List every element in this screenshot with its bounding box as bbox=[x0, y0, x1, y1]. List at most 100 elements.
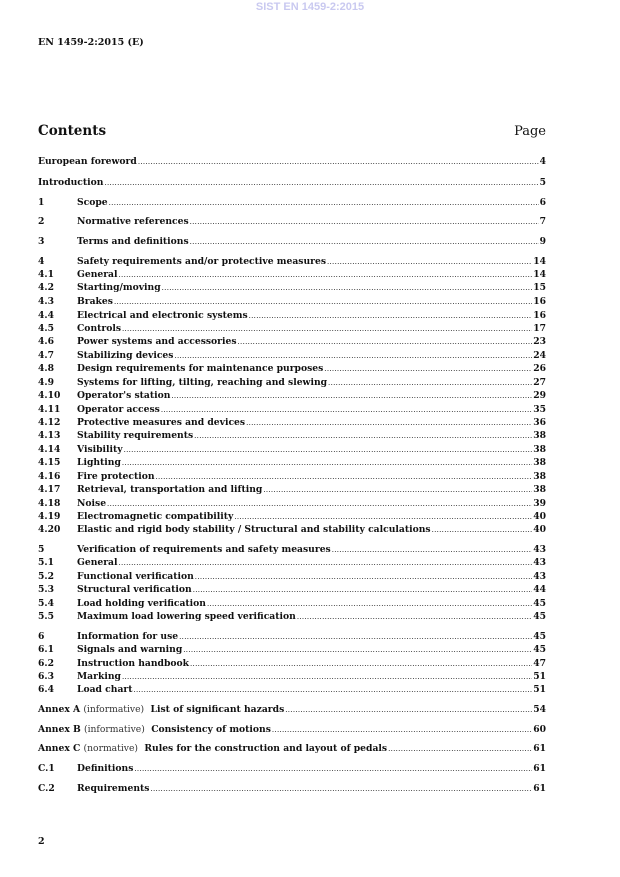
toc-entry[interactable]: 4.8 Design requirements for maintenance p… bbox=[38, 363, 546, 375]
dot-leader bbox=[156, 471, 533, 483]
section-title: Maximum load lowering speed verification bbox=[77, 611, 296, 622]
toc-entry[interactable]: 4.12 Protective measures and devices 36 bbox=[38, 417, 546, 429]
page-ref: 43 bbox=[533, 571, 546, 582]
toc-entry[interactable]: 4.6 Power systems and accessories 23 bbox=[38, 336, 546, 348]
toc-entry[interactable]: 5.5 Maximum load lowering speed verificat… bbox=[38, 611, 546, 623]
section-title: Instruction handbook bbox=[77, 658, 190, 669]
dot-leader bbox=[122, 457, 532, 469]
toc-entry[interactable]: 5.2 Functional verification 43 bbox=[38, 571, 546, 583]
section-number: 6 bbox=[38, 631, 45, 642]
toc-entry[interactable]: 4.3 Brakes 16 bbox=[38, 296, 546, 308]
toc-entry[interactable]: C.1 Definitions 61 bbox=[38, 763, 546, 775]
section-number: 2 bbox=[38, 216, 45, 227]
dot-leader bbox=[263, 484, 532, 496]
page-ref: 9 bbox=[539, 236, 546, 247]
dot-leader bbox=[324, 363, 532, 375]
section-title: List of significant hazards bbox=[150, 704, 285, 715]
toc-entry[interactable]: 4.10 Operator's station 29 bbox=[38, 390, 546, 402]
section-title: Brakes bbox=[77, 296, 113, 307]
page-ref: 14 bbox=[533, 269, 546, 280]
section-number: 4.19 bbox=[38, 511, 61, 522]
dot-leader bbox=[190, 216, 539, 228]
toc-entry[interactable]: 5.1 General 43 bbox=[38, 557, 546, 569]
toc-entry[interactable]: 4.7 Stabilizing devices 24 bbox=[38, 350, 546, 362]
toc-entry[interactable]: 5 Verification of requirements and safety… bbox=[38, 544, 546, 556]
toc-entry[interactable]: 2 Normative references 7 bbox=[38, 216, 546, 228]
toc-entry[interactable]: 4 Safety requirements and/or protective m… bbox=[38, 256, 546, 268]
toc-entry[interactable]: 6 Information for use 45 bbox=[38, 631, 546, 643]
toc-entry[interactable]: 3 Terms and definitions 9 bbox=[38, 236, 546, 248]
dot-leader bbox=[179, 631, 532, 643]
toc-entry[interactable]: 4.5 Controls 17 bbox=[38, 323, 546, 335]
section-number: 6.4 bbox=[38, 684, 54, 695]
toc-entry[interactable]: 6.2 Instruction handbook 47 bbox=[38, 658, 546, 670]
section-title: Definitions bbox=[77, 763, 134, 774]
toc-entry[interactable]: Annex A (informative) List of significan… bbox=[38, 704, 546, 716]
toc-entry[interactable]: 4.18 Noise 39 bbox=[38, 498, 546, 510]
toc-entry[interactable]: 4.11 Operator access 35 bbox=[38, 404, 546, 416]
toc-entry[interactable]: 6.3 Marking 51 bbox=[38, 671, 546, 683]
page-ref: 17 bbox=[533, 323, 546, 334]
toc-entry[interactable]: European foreword 4 bbox=[38, 156, 546, 168]
toc-entry[interactable]: 4.20 Elastic and rigid body stability / S… bbox=[38, 524, 546, 536]
section-title: Power systems and accessories bbox=[77, 336, 237, 347]
section-number: 6.3 bbox=[38, 671, 54, 682]
toc-entry[interactable]: 4.13 Stability requirements 38 bbox=[38, 430, 546, 442]
section-title: Design requirements for maintenance purp… bbox=[77, 363, 324, 374]
toc-entry[interactable]: Annex B (informative) Consistency of mot… bbox=[38, 724, 546, 736]
page-ref: 61 bbox=[533, 763, 546, 774]
toc-entry[interactable]: 5.3 Structural verification 44 bbox=[38, 584, 546, 596]
toc-entry[interactable]: 4.17 Retrieval, transportation and liftin… bbox=[38, 484, 546, 496]
toc-entry[interactable]: C.2 Requirements 61 bbox=[38, 783, 546, 795]
toc-entry[interactable]: 1 Scope 6 bbox=[38, 197, 546, 209]
section-title: Rules for the construction and layout of… bbox=[144, 743, 388, 754]
dot-leader bbox=[109, 197, 539, 209]
section-title: European foreword bbox=[38, 156, 137, 167]
dot-leader bbox=[207, 598, 532, 610]
section-title: Retrieval, transportation and lifting bbox=[77, 484, 263, 495]
section-number: 4.2 bbox=[38, 282, 54, 293]
section-title: Starting/moving bbox=[77, 282, 161, 293]
section-title: Operator's station bbox=[77, 390, 171, 401]
page-column-label: Page bbox=[514, 124, 546, 139]
page-ref: 38 bbox=[533, 471, 546, 482]
section-number: C.2 bbox=[38, 783, 55, 794]
annex-type: (informative) bbox=[83, 704, 145, 715]
section-number: 4.13 bbox=[38, 430, 61, 441]
toc-entry[interactable]: 4.19 Electromagnetic compatibility 40 bbox=[38, 511, 546, 523]
section-number: 5.1 bbox=[38, 557, 54, 568]
toc-entry[interactable]: 4.15 Lighting 38 bbox=[38, 457, 546, 469]
page-ref: 40 bbox=[533, 511, 546, 522]
dot-leader bbox=[388, 743, 532, 755]
dot-leader bbox=[249, 310, 533, 322]
page-ref: 35 bbox=[533, 404, 546, 415]
toc-entry[interactable]: 4.2 Starting/moving 15 bbox=[38, 282, 546, 294]
dot-leader bbox=[327, 256, 532, 268]
section-title: Normative references bbox=[77, 216, 189, 227]
toc-entry[interactable]: 6.4 Load chart 51 bbox=[38, 684, 546, 696]
toc-entry[interactable]: 5.4 Load holding verification 45 bbox=[38, 598, 546, 610]
section-title: Fire protection bbox=[77, 471, 155, 482]
toc-entry[interactable]: 4.16 Fire protection 38 bbox=[38, 471, 546, 483]
dot-leader bbox=[246, 417, 532, 429]
toc-entry[interactable]: 4.4 Electrical and electronic systems 16 bbox=[38, 310, 546, 322]
dot-leader bbox=[150, 783, 532, 795]
section-number: 4.11 bbox=[38, 404, 61, 415]
toc-entry[interactable]: Annex C (normative) Rules for the constr… bbox=[38, 743, 546, 755]
section-title: Consistency of motions bbox=[151, 724, 271, 735]
dot-leader bbox=[124, 444, 533, 456]
toc-entry[interactable]: 6.1 Signals and warning 45 bbox=[38, 644, 546, 656]
document-id: EN 1459-2:2015 (E) bbox=[38, 37, 144, 48]
section-title: Functional verification bbox=[77, 571, 194, 582]
page-ref: 54 bbox=[533, 704, 546, 715]
dot-leader bbox=[171, 390, 532, 402]
annex-label: Annex B bbox=[38, 724, 81, 735]
dot-leader bbox=[114, 296, 532, 308]
page-ref: 16 bbox=[533, 296, 546, 307]
toc-entry[interactable]: 4.9 Systems for lifting, tilting, reachin… bbox=[38, 377, 546, 389]
section-number: 4 bbox=[38, 256, 45, 267]
toc-entry[interactable]: Introduction 5 bbox=[38, 177, 546, 189]
toc-entry[interactable]: 4.1 General 14 bbox=[38, 269, 546, 281]
page-ref: 45 bbox=[533, 631, 546, 642]
toc-entry[interactable]: 4.14 Visibility 38 bbox=[38, 444, 546, 456]
